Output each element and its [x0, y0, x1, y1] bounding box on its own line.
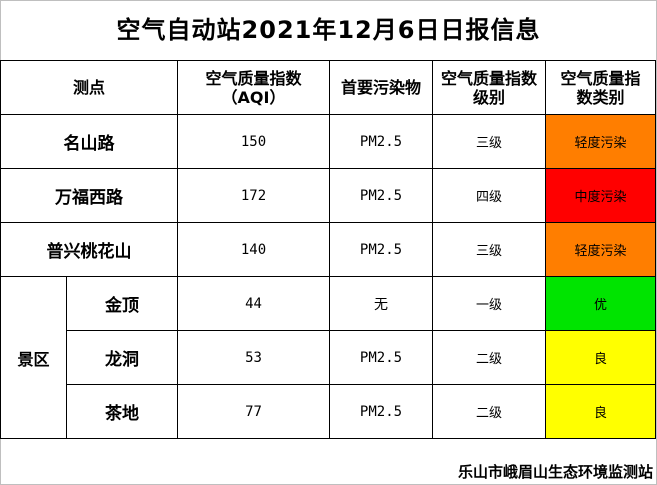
aqi-value: 44	[177, 276, 330, 331]
table-row: 名山路 150 PM2.5 三级 轻度污染	[0, 114, 656, 169]
aqi-category: 轻度污染	[545, 222, 656, 277]
aqi-level: 四级	[432, 168, 546, 223]
table-row: 龙洞 53 PM2.5 二级 良	[1, 330, 656, 385]
primary-pollutant: PM2.5	[329, 384, 433, 439]
aqi-category: 中度污染	[545, 168, 656, 223]
aqi-level: 二级	[432, 330, 546, 385]
aqi-category: 轻度污染	[545, 114, 656, 169]
footer-source: 乐山市峨眉山生态环境监测站	[457, 463, 653, 481]
aqi-category: 优	[545, 276, 656, 331]
scenic-area-label: 景区	[0, 276, 67, 439]
station-name: 茶地	[66, 384, 178, 439]
table-row: 茶地 77 PM2.5 二级 良	[1, 384, 656, 439]
station-name: 金顶	[66, 276, 178, 331]
header-category: 空气质量指 数类别	[545, 60, 656, 115]
header-station: 测点	[0, 60, 178, 115]
aqi-value: 53	[177, 330, 330, 385]
station-name: 万福西路	[0, 168, 178, 223]
station-name: 龙洞	[66, 330, 178, 385]
aqi-table: 测点 空气质量指数 （AQI） 首要污染物 空气质量指数 级别 空气质量指 数类别 名…	[0, 60, 656, 439]
station-name: 名山路	[0, 114, 178, 169]
header-level: 空气质量指数 级别	[432, 60, 546, 115]
table-row: 普兴桃花山 140 PM2.5 三级 轻度污染	[0, 222, 656, 277]
primary-pollutant: PM2.5	[329, 114, 433, 169]
station-name: 普兴桃花山	[0, 222, 178, 277]
primary-pollutant: PM2.5	[329, 330, 433, 385]
aqi-level: 二级	[432, 384, 546, 439]
header-pollutant: 首要污染物	[329, 60, 433, 115]
aqi-value: 140	[177, 222, 330, 277]
aqi-category: 良	[545, 384, 656, 439]
aqi-level: 三级	[432, 222, 546, 277]
aqi-level: 一级	[432, 276, 546, 331]
report-title: 空气自动站2021年12月6日日报信息	[116, 16, 541, 44]
table-row: 景区 金顶 44 无 一级 优	[0, 276, 656, 439]
primary-pollutant: PM2.5	[329, 222, 433, 277]
table-row: 万福西路 172 PM2.5 四级 中度污染	[0, 168, 656, 223]
aqi-value: 77	[177, 384, 330, 439]
header-row: 测点 空气质量指数 （AQI） 首要污染物 空气质量指数 级别 空气质量指 数类别	[0, 60, 656, 115]
aqi-category: 良	[545, 330, 656, 385]
header-aqi: 空气质量指数 （AQI）	[177, 60, 330, 115]
primary-pollutant: 无	[329, 276, 433, 331]
primary-pollutant: PM2.5	[329, 168, 433, 223]
aqi-level: 三级	[432, 114, 546, 169]
aqi-value: 150	[177, 114, 330, 169]
aqi-value: 172	[177, 168, 330, 223]
